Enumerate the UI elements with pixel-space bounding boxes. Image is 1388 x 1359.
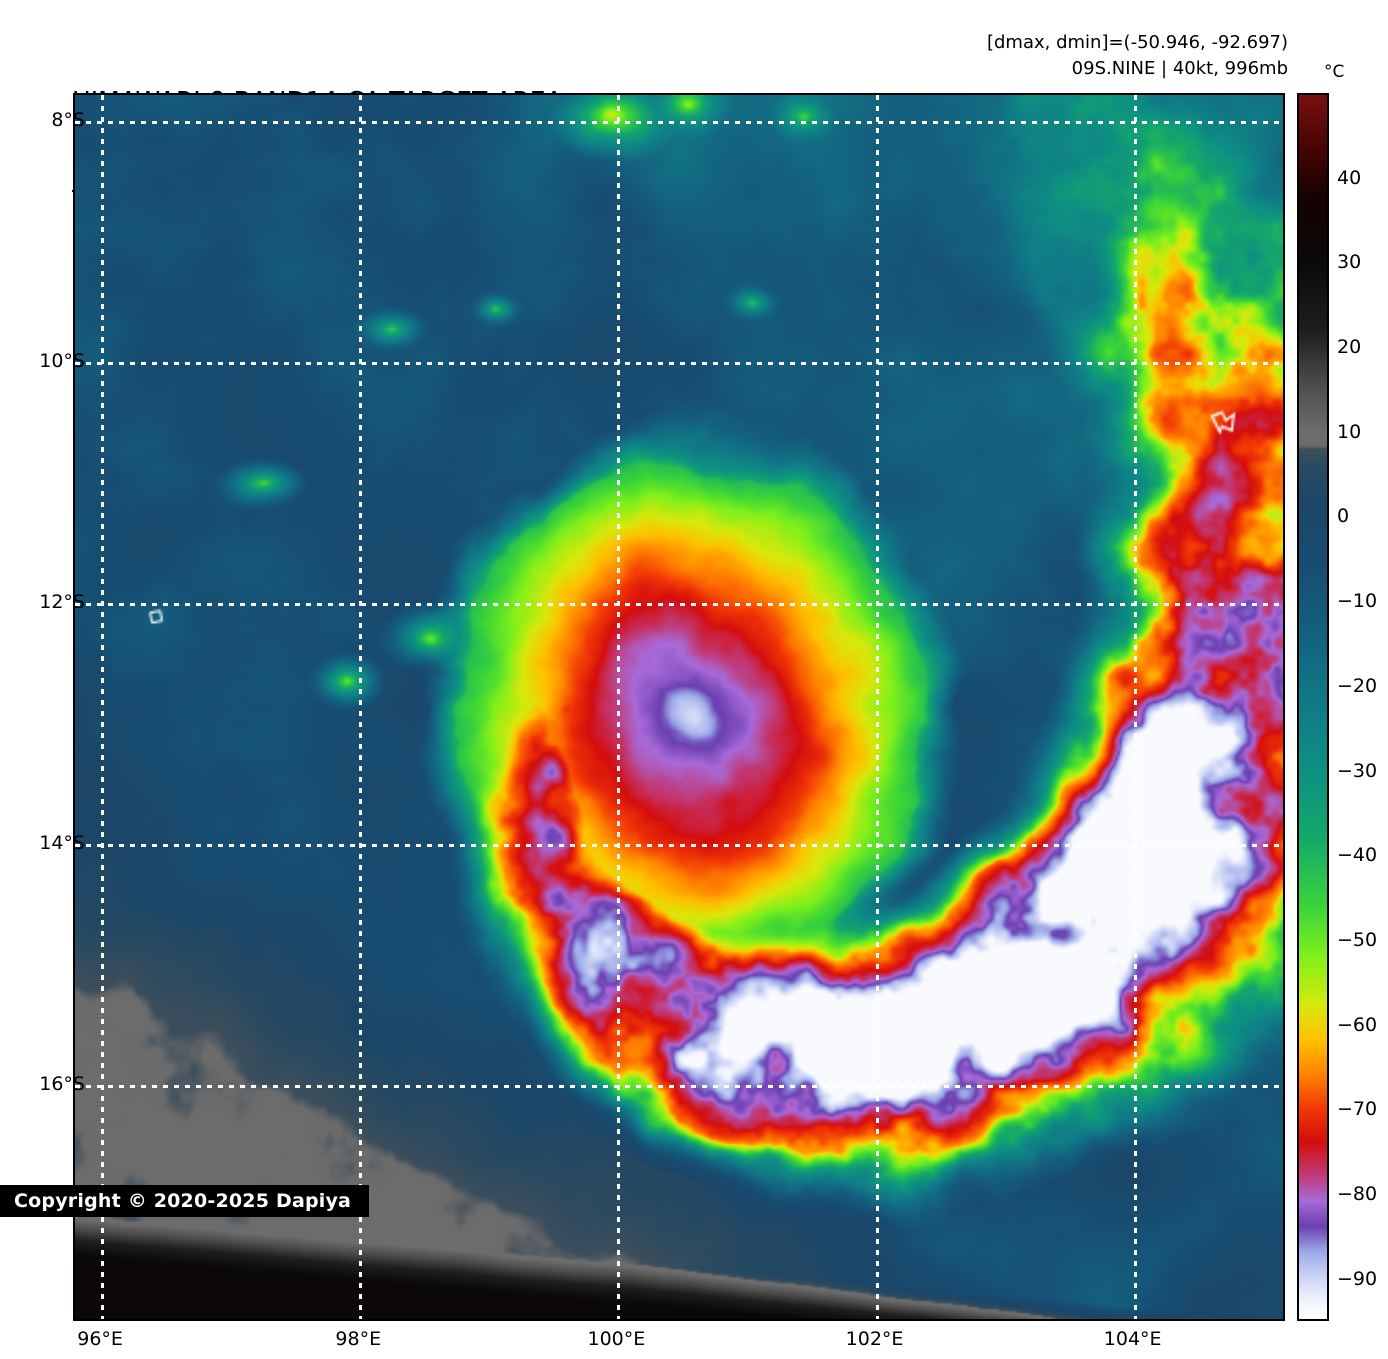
colorbar-unit-label: °C: [1324, 62, 1345, 82]
colorbar-tick-label: −60: [1337, 1013, 1378, 1036]
colorbar-gradient: [1299, 95, 1327, 1319]
x-tick-label: 104°E: [1103, 1328, 1162, 1350]
y-tick-label: 12°S: [39, 590, 85, 613]
colorbar-tick-label: 20: [1337, 336, 1362, 359]
x-tick-label: 102°E: [845, 1328, 904, 1350]
y-tick-label: 8°S: [51, 109, 85, 132]
storm-id-text: 09S.NINE | 40kt, 996mb: [1071, 58, 1288, 79]
header-metadata: [dmax, dmin]=(-50.946, -92.697) 09S.NINE…: [987, 30, 1288, 82]
copyright-notice: Copyright © 2020-2025 Dapiya: [0, 1185, 370, 1217]
colorbar-tick-label: 0: [1337, 505, 1350, 528]
x-tick-label: 100°E: [587, 1328, 646, 1350]
y-tick-label: 16°S: [39, 1072, 85, 1095]
colorbar-tick-label: −10: [1337, 590, 1378, 613]
x-tick-label: 96°E: [77, 1328, 123, 1350]
colorbar-tick-label: −70: [1337, 1098, 1378, 1121]
colorbar-tick-label: −50: [1337, 928, 1378, 951]
colorbar-tick-label: −40: [1337, 844, 1378, 867]
colorbar-tick-label: −90: [1337, 1267, 1378, 1290]
colorbar-tick-label: 40: [1337, 166, 1362, 189]
temperature-colorbar: [1297, 93, 1329, 1321]
colorbar-tick-label: −30: [1337, 759, 1378, 782]
satellite-image-plot: [73, 93, 1285, 1321]
colorbar-tick-label: 10: [1337, 420, 1362, 443]
x-tick-label: 98°E: [335, 1328, 382, 1350]
satellite-imagery-canvas: [75, 95, 1283, 1319]
colorbar-tick-label: 30: [1337, 251, 1362, 274]
y-tick-label: 14°S: [39, 831, 85, 854]
colorbar-tick-label: −20: [1337, 674, 1378, 697]
y-tick-label: 10°S: [39, 350, 85, 372]
colorbar-tick-label: −80: [1337, 1182, 1378, 1205]
dmax-dmin-text: [dmax, dmin]=(-50.946, -92.697): [986, 32, 1288, 53]
